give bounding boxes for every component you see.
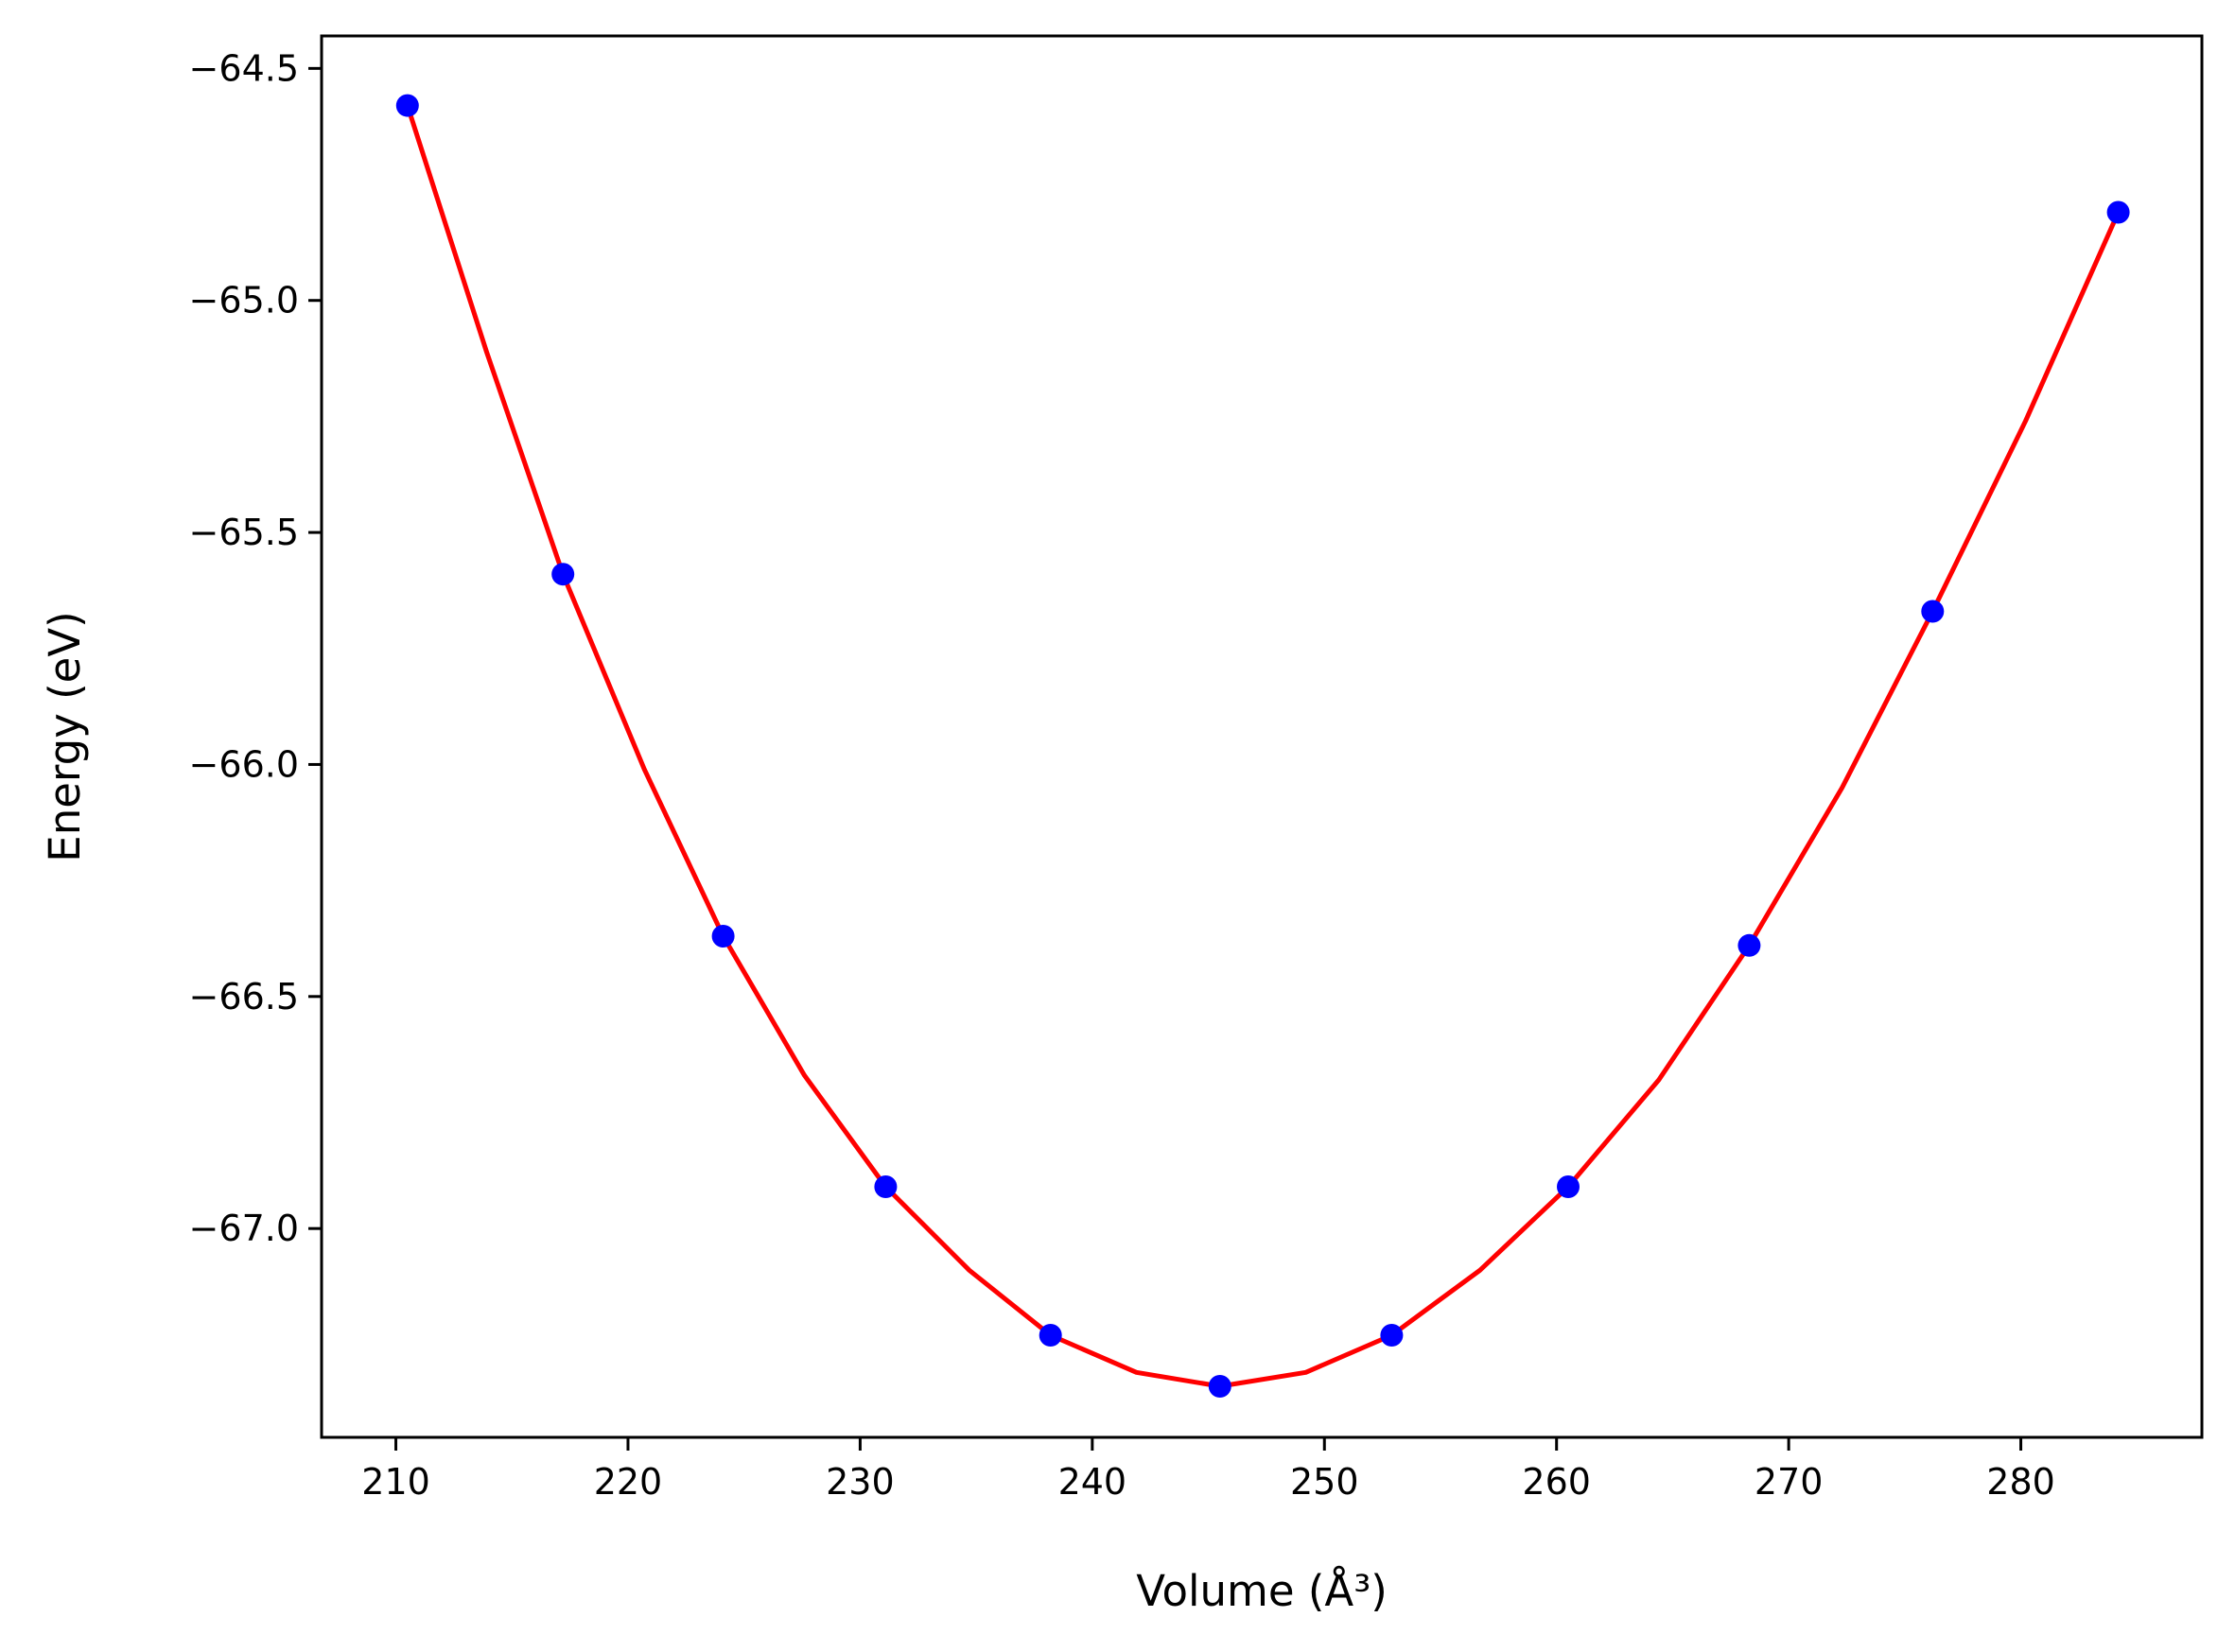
y-tick-label: −66.0 [189, 743, 299, 785]
axes-frame [320, 34, 2204, 1439]
y-tick-label: −67.0 [189, 1208, 299, 1249]
data-point [874, 1175, 898, 1198]
y-tick-label: −65.5 [189, 512, 299, 553]
y-tick-label: −66.5 [189, 976, 299, 1017]
data-point [1208, 1375, 1231, 1398]
data-point [395, 94, 419, 117]
data-point [1737, 933, 1761, 957]
x-tick-label: 210 [361, 1461, 430, 1503]
data-point [551, 563, 575, 586]
fit-curve [405, 104, 2121, 1389]
y-tick-label: −65.0 [189, 280, 299, 322]
data-point [1039, 1324, 1062, 1347]
x-tick-label: 280 [1986, 1461, 2055, 1503]
x-tick-label: 260 [1522, 1461, 1591, 1503]
plot-area [395, 94, 2130, 1398]
x-axis-ticks: 210 220 230 240 250 260 270 280 [361, 1437, 2055, 1503]
data-point [1921, 600, 1945, 623]
x-tick-label: 220 [594, 1461, 663, 1503]
x-tick-label: 250 [1290, 1461, 1359, 1503]
y-axis-label: Energy (eV) [40, 611, 90, 861]
x-tick-label: 230 [826, 1461, 895, 1503]
x-axis-label: Volume (Å³) [1136, 1566, 1388, 1616]
y-axis-ticks: −64.5 −65.0 −65.5 −66.0 −66.5 −67.0 [189, 47, 322, 1249]
data-point [1557, 1175, 1580, 1198]
data-point [711, 925, 735, 948]
y-tick-label: −64.5 [189, 47, 299, 89]
x-tick-label: 270 [1755, 1461, 1824, 1503]
data-point [2106, 200, 2130, 224]
x-tick-label: 240 [1058, 1461, 1127, 1503]
data-point [1380, 1324, 1404, 1347]
